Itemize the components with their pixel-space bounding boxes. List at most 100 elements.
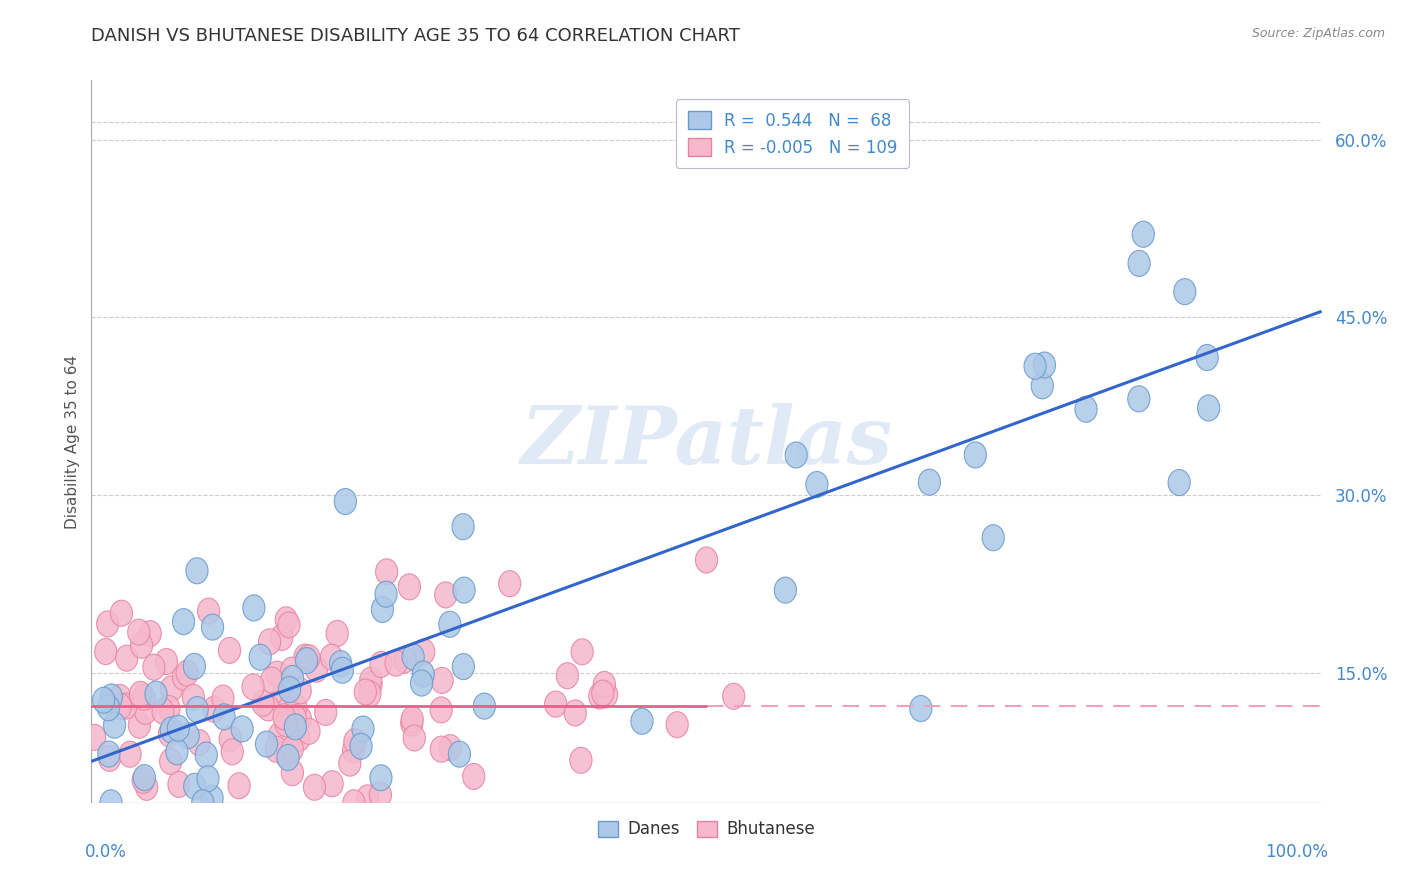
Ellipse shape: [212, 704, 235, 730]
Ellipse shape: [278, 612, 299, 638]
Ellipse shape: [430, 697, 453, 723]
Ellipse shape: [281, 657, 302, 683]
Ellipse shape: [167, 715, 190, 741]
Ellipse shape: [285, 694, 307, 721]
Ellipse shape: [219, 726, 242, 752]
Ellipse shape: [260, 667, 283, 693]
Ellipse shape: [352, 716, 374, 742]
Ellipse shape: [1168, 469, 1191, 496]
Ellipse shape: [128, 619, 150, 645]
Ellipse shape: [128, 712, 150, 739]
Ellipse shape: [298, 645, 321, 671]
Ellipse shape: [256, 731, 277, 757]
Ellipse shape: [202, 697, 225, 723]
Ellipse shape: [631, 708, 652, 734]
Ellipse shape: [305, 657, 328, 682]
Ellipse shape: [274, 741, 297, 767]
Ellipse shape: [411, 670, 433, 696]
Ellipse shape: [343, 789, 366, 816]
Ellipse shape: [173, 665, 194, 690]
Ellipse shape: [159, 721, 180, 747]
Ellipse shape: [183, 684, 204, 710]
Ellipse shape: [231, 716, 253, 742]
Ellipse shape: [120, 741, 141, 767]
Text: Source: ZipAtlas.com: Source: ZipAtlas.com: [1251, 27, 1385, 40]
Ellipse shape: [110, 693, 132, 720]
Ellipse shape: [375, 558, 398, 585]
Ellipse shape: [413, 639, 434, 665]
Ellipse shape: [221, 739, 243, 764]
Ellipse shape: [281, 760, 304, 786]
Ellipse shape: [266, 736, 287, 762]
Ellipse shape: [1174, 278, 1197, 305]
Ellipse shape: [357, 785, 378, 811]
Ellipse shape: [167, 772, 190, 797]
Ellipse shape: [243, 595, 264, 621]
Ellipse shape: [589, 683, 610, 709]
Ellipse shape: [439, 611, 461, 637]
Ellipse shape: [557, 663, 578, 689]
Ellipse shape: [370, 782, 391, 808]
Ellipse shape: [375, 581, 396, 607]
Ellipse shape: [152, 698, 174, 724]
Ellipse shape: [1132, 221, 1154, 247]
Ellipse shape: [499, 571, 520, 597]
Ellipse shape: [321, 644, 343, 670]
Ellipse shape: [173, 608, 194, 634]
Ellipse shape: [1031, 373, 1053, 399]
Ellipse shape: [288, 725, 311, 751]
Ellipse shape: [449, 741, 471, 767]
Ellipse shape: [271, 624, 292, 650]
Ellipse shape: [183, 653, 205, 680]
Ellipse shape: [295, 648, 318, 673]
Ellipse shape: [129, 681, 152, 707]
Ellipse shape: [593, 672, 616, 698]
Ellipse shape: [132, 767, 155, 793]
Ellipse shape: [104, 712, 125, 739]
Ellipse shape: [321, 771, 343, 797]
Ellipse shape: [197, 599, 219, 624]
Ellipse shape: [252, 690, 274, 716]
Ellipse shape: [335, 489, 356, 515]
Ellipse shape: [228, 772, 250, 799]
Ellipse shape: [1128, 386, 1150, 412]
Ellipse shape: [360, 672, 382, 698]
Ellipse shape: [276, 711, 297, 737]
Ellipse shape: [284, 714, 307, 739]
Ellipse shape: [277, 697, 299, 723]
Ellipse shape: [404, 725, 426, 751]
Ellipse shape: [370, 764, 392, 791]
Ellipse shape: [218, 638, 240, 664]
Ellipse shape: [97, 611, 118, 637]
Ellipse shape: [156, 648, 177, 674]
Text: 100.0%: 100.0%: [1265, 843, 1327, 861]
Ellipse shape: [785, 442, 807, 468]
Ellipse shape: [394, 647, 416, 673]
Ellipse shape: [111, 600, 132, 626]
Ellipse shape: [98, 741, 120, 767]
Ellipse shape: [290, 678, 311, 704]
Ellipse shape: [453, 577, 475, 603]
Ellipse shape: [344, 729, 366, 755]
Ellipse shape: [339, 750, 361, 776]
Ellipse shape: [326, 620, 349, 647]
Ellipse shape: [343, 737, 364, 763]
Ellipse shape: [385, 650, 408, 676]
Ellipse shape: [139, 621, 162, 647]
Ellipse shape: [176, 660, 198, 686]
Ellipse shape: [544, 691, 567, 717]
Ellipse shape: [430, 736, 453, 762]
Ellipse shape: [439, 735, 461, 761]
Ellipse shape: [453, 654, 474, 680]
Ellipse shape: [201, 614, 224, 640]
Ellipse shape: [135, 698, 156, 724]
Ellipse shape: [359, 681, 381, 706]
Ellipse shape: [666, 712, 689, 738]
Ellipse shape: [186, 558, 208, 583]
Ellipse shape: [983, 524, 1004, 550]
Ellipse shape: [249, 644, 271, 670]
Legend: Danes, Bhutanese: Danes, Bhutanese: [591, 814, 823, 845]
Ellipse shape: [564, 700, 586, 726]
Ellipse shape: [370, 651, 392, 677]
Y-axis label: Disability Age 35 to 64: Disability Age 35 to 64: [65, 354, 80, 529]
